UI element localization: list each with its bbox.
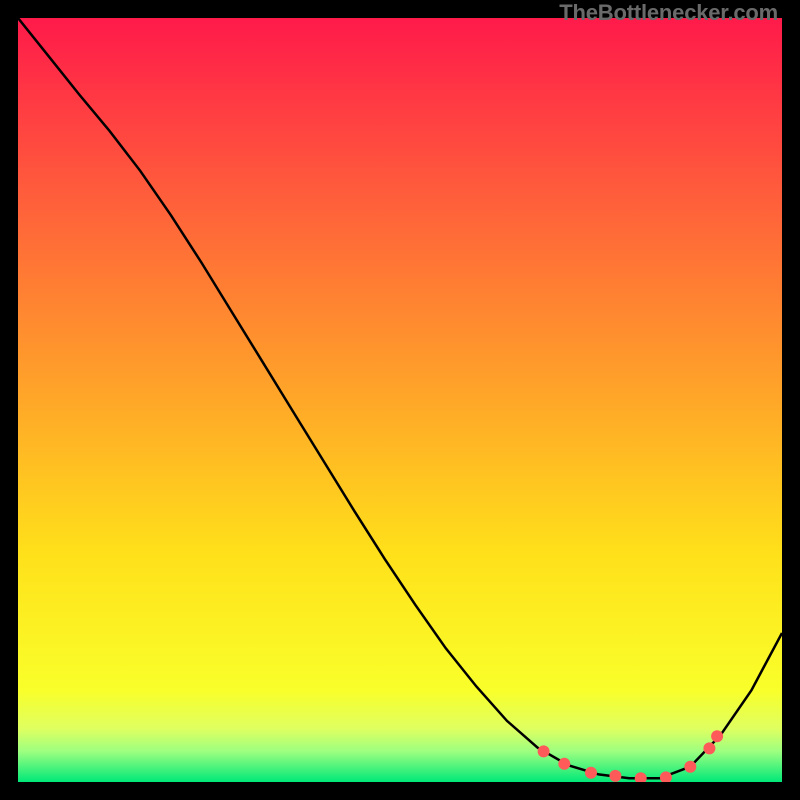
curve-marker [635,772,647,782]
curve-marker [538,745,550,757]
plot-area [18,18,782,782]
bottleneck-curve [18,18,782,778]
markers-group [538,730,724,782]
curve-marker [711,730,723,742]
curve-marker [558,758,570,770]
curve-marker [703,742,715,754]
watermark: TheBottlenecker.com [559,0,778,26]
curve-marker [684,761,696,773]
curve-marker [609,770,621,782]
curve-marker [585,767,597,779]
curve-svg [18,18,782,782]
